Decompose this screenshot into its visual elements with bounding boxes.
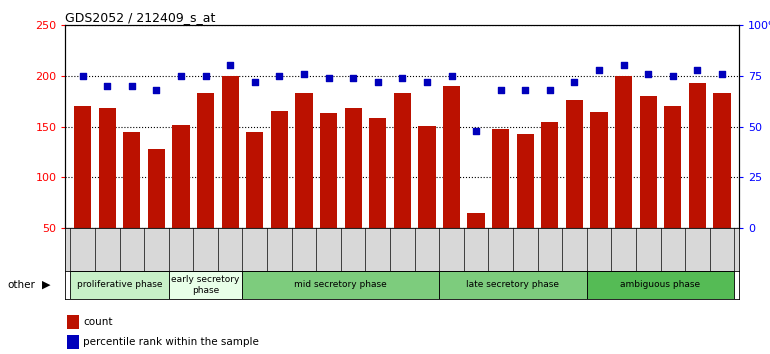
Bar [74, 106, 92, 228]
Point [691, 67, 704, 73]
Bar [689, 83, 706, 228]
Point [101, 83, 113, 89]
Point [716, 71, 728, 76]
Text: early secretory
phase: early secretory phase [172, 275, 239, 295]
Point [519, 87, 531, 93]
Point [568, 79, 581, 85]
Bar [67, 315, 79, 329]
Bar [344, 108, 362, 228]
Point [397, 75, 409, 81]
Bar [443, 86, 460, 228]
Point [199, 73, 212, 79]
Bar [566, 100, 583, 228]
Bar [296, 93, 313, 228]
Bar [393, 93, 411, 228]
Bar [713, 93, 731, 228]
Point [544, 87, 556, 93]
Bar [517, 134, 534, 228]
Bar [640, 96, 657, 228]
Text: percentile rank within the sample: percentile rank within the sample [83, 337, 259, 347]
Point [667, 73, 679, 79]
Bar [369, 118, 387, 228]
Bar [665, 106, 681, 228]
Bar [70, 271, 169, 299]
Point [618, 63, 630, 68]
Bar [271, 111, 288, 228]
Bar [99, 108, 116, 228]
Text: GDS2052 / 212409_s_at: GDS2052 / 212409_s_at [65, 11, 216, 24]
Bar [148, 149, 165, 228]
Bar [418, 126, 436, 228]
Point [593, 67, 605, 73]
Point [224, 63, 236, 68]
Bar [541, 122, 558, 228]
Bar [172, 125, 189, 228]
Point [494, 87, 507, 93]
Bar [467, 213, 484, 228]
Point [175, 73, 187, 79]
Point [642, 71, 654, 76]
Point [273, 73, 286, 79]
Bar [123, 132, 140, 228]
Bar [67, 335, 79, 348]
Point [470, 128, 482, 133]
Text: mid secretory phase: mid secretory phase [294, 280, 387, 290]
Bar [197, 93, 214, 228]
Point [323, 75, 335, 81]
Text: late secretory phase: late secretory phase [467, 280, 560, 290]
Point [76, 73, 89, 79]
Point [126, 83, 138, 89]
Point [420, 79, 433, 85]
Point [347, 75, 360, 81]
Point [298, 71, 310, 76]
Bar [615, 76, 632, 228]
Text: proliferative phase: proliferative phase [77, 280, 162, 290]
Bar [591, 112, 608, 228]
Bar [246, 132, 263, 228]
Point [249, 79, 261, 85]
Text: ▶: ▶ [42, 280, 51, 290]
Text: other: other [8, 280, 35, 290]
Point [150, 87, 162, 93]
Bar [439, 271, 587, 299]
Bar [222, 76, 239, 228]
Bar [243, 271, 439, 299]
Bar [492, 129, 509, 228]
Bar [169, 271, 243, 299]
Text: ambiguous phase: ambiguous phase [621, 280, 701, 290]
Bar [587, 271, 735, 299]
Point [445, 73, 457, 79]
Text: count: count [83, 318, 112, 327]
Point [372, 79, 384, 85]
Bar [320, 113, 337, 228]
